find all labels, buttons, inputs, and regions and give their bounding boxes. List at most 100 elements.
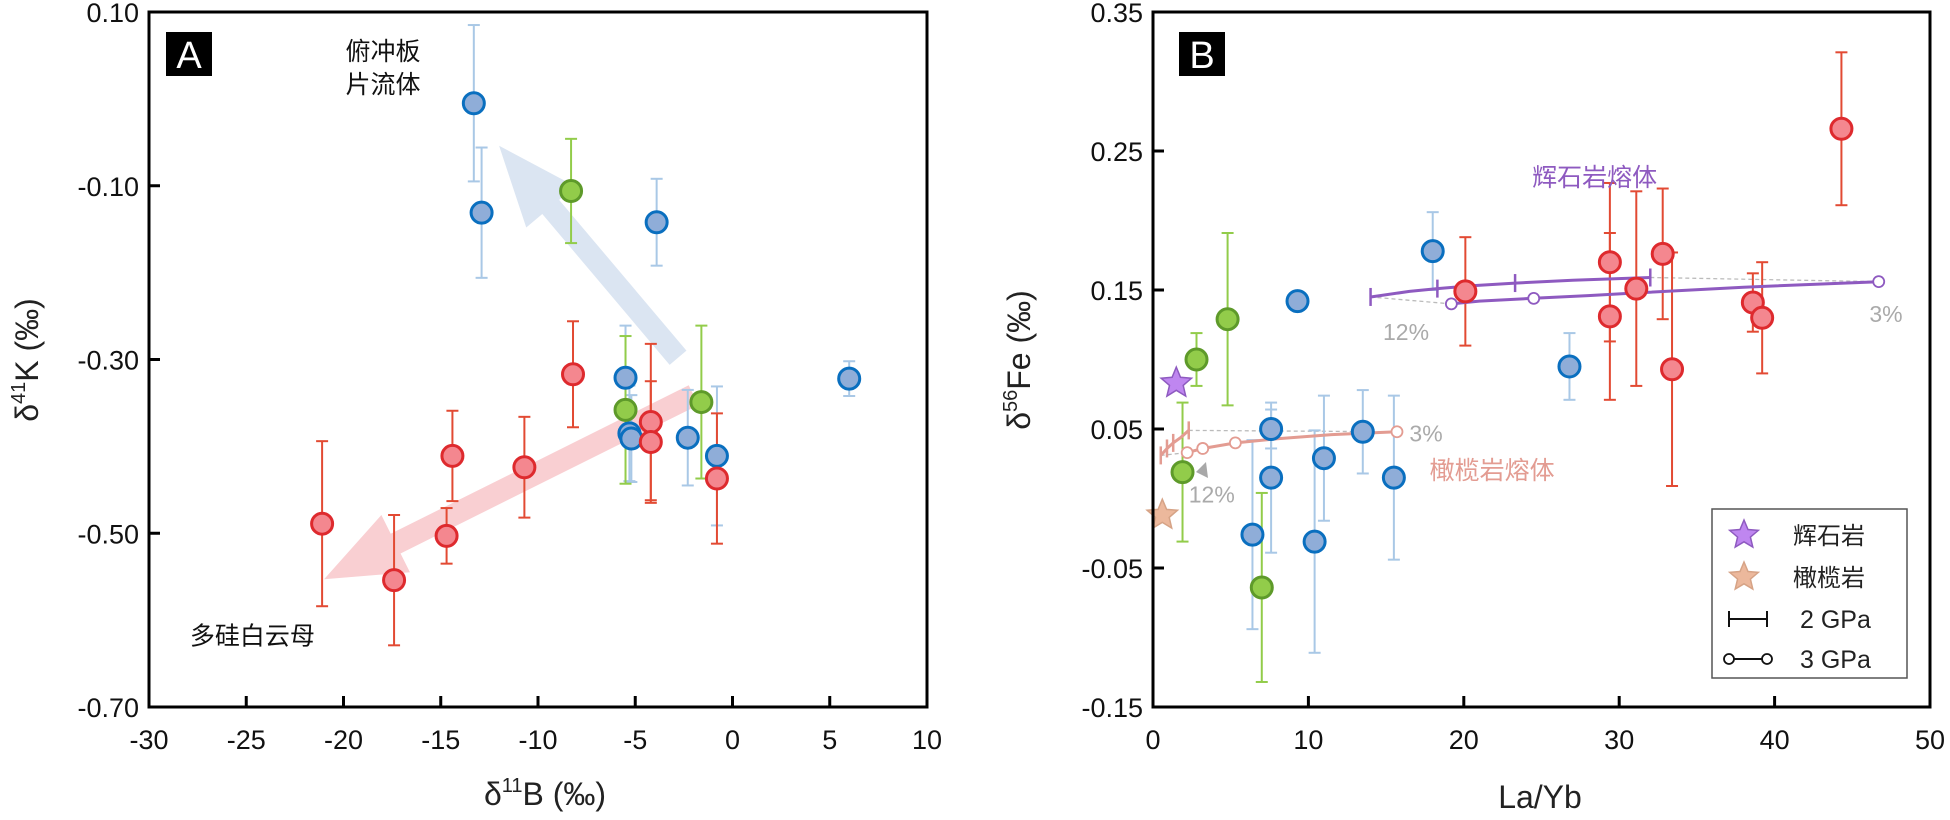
y-tick-label: 0.05	[1090, 415, 1143, 445]
panel-letter-box-a	[166, 32, 212, 76]
data-point-red	[1660, 357, 1685, 382]
y-tick-label: 0.15	[1090, 276, 1143, 306]
data-point-red	[704, 466, 729, 491]
slab-fluid-label-line2: 片流体	[345, 70, 420, 99]
data-point-blue	[1381, 465, 1406, 490]
x-tick-label: 0	[1145, 725, 1160, 755]
dashed-link	[1650, 276, 1879, 283]
pyroxenite-melt-3gpa-circle-marker	[1872, 275, 1886, 289]
pyroxenite-melt-3gpa	[1451, 280, 1879, 306]
data-point-green	[689, 390, 714, 415]
y-tick-label: 0.35	[1090, 0, 1143, 28]
x-tick-label: -25	[227, 725, 266, 755]
x-axis-b: 0 10 20 30 40 50	[1145, 696, 1945, 755]
data-point-blue	[675, 425, 700, 450]
x-tick-label: 30	[1604, 725, 1634, 755]
y-tick-label: -0.50	[77, 519, 139, 549]
y-axis-a: 0.10 -0.10 -0.30 -0.50 -0.70	[77, 0, 160, 723]
peridotite-melt-3gpa-circle-marker	[1228, 436, 1242, 450]
slab-fluid-label-line1: 俯冲板	[345, 37, 420, 66]
data-point-red	[561, 362, 586, 387]
x-axis-title-b: La/Yb	[1498, 779, 1582, 815]
y-axis-b: 0.35 0.25 0.15 0.05 -0.05 -0.15	[1081, 0, 1164, 723]
data-point-blue	[469, 200, 494, 225]
panel-letter-box-b	[1179, 32, 1225, 76]
x-tick-label: 10	[912, 725, 942, 755]
legend-star-peridotite-icon	[1727, 560, 1761, 591]
peridotite-melt-label: 橄榄岩熔体	[1430, 456, 1555, 485]
data-point-red	[1750, 305, 1775, 330]
data-point-blue	[1311, 446, 1336, 471]
data-point-red	[638, 410, 663, 435]
legend-label: 3 GPa	[1800, 646, 1871, 674]
data-point-red	[434, 523, 459, 548]
legend-label: 橄榄岩	[1793, 564, 1865, 592]
x-tick-label: 0	[725, 725, 740, 755]
dashed-link	[1370, 296, 1452, 305]
data-point-red	[310, 511, 335, 536]
x-tick-label: -30	[129, 725, 168, 755]
arrows-layer	[324, 145, 699, 580]
data-point-blue	[461, 91, 486, 116]
legend-3gpa-circle-icon	[1723, 653, 1735, 665]
data-point-green	[1170, 460, 1195, 485]
data-point-red	[1650, 241, 1675, 266]
slab-fluid-arrow	[499, 145, 687, 365]
y-tick-label: 0.25	[1090, 137, 1143, 167]
x-tick-label: -10	[518, 725, 557, 755]
phengite-arrow	[324, 385, 699, 580]
data-point-blue	[1285, 289, 1310, 314]
data-point-blue	[613, 365, 638, 390]
data-point-blue	[1302, 529, 1327, 554]
y-tick-label: -0.15	[1081, 693, 1143, 723]
data-point-green	[1184, 347, 1209, 372]
pct-12-peridotite: 12%	[1189, 482, 1235, 508]
data-point-red	[440, 443, 465, 468]
pct-12-pyroxenite: 12%	[1383, 319, 1429, 345]
points-layer	[1170, 116, 1854, 600]
grey-pointer-arrow	[1196, 462, 1208, 478]
data-point-green	[559, 178, 584, 203]
data-point-red	[1624, 276, 1649, 301]
data-point-green	[613, 397, 638, 422]
peridotite-melt-3gpa-circle-marker	[1390, 425, 1404, 439]
data-point-red	[1829, 116, 1854, 141]
y-tick-label: -0.30	[77, 346, 139, 376]
x-tick-label: 20	[1449, 725, 1479, 755]
data-point-blue	[619, 426, 644, 451]
data-point-blue	[1240, 522, 1265, 547]
y-tick-label: -0.70	[77, 693, 139, 723]
data-point-red	[1597, 250, 1622, 275]
x-tick-label: -5	[623, 725, 647, 755]
phengite-label: 多硅白云母	[190, 621, 315, 650]
pyroxenite-melt-3gpa-circle-marker	[1527, 291, 1541, 305]
legend-star-pyroxenite-icon	[1727, 518, 1761, 549]
stars-layer	[1145, 365, 1208, 530]
x-tick-label: -20	[324, 725, 363, 755]
data-point-green	[1215, 307, 1240, 332]
data-point-red	[382, 568, 407, 593]
data-point-blue	[1420, 239, 1445, 264]
x-tick-label: 10	[1293, 725, 1323, 755]
data-point-blue	[644, 210, 669, 235]
y-axis-title-b: δ56Fe (‰)	[1000, 290, 1037, 430]
points-layer	[310, 91, 862, 593]
plot-frame-b	[1151, 10, 1932, 709]
data-point-blue	[704, 443, 729, 468]
y-tick-label: -0.10	[77, 172, 139, 202]
x-axis-title-a: δ11B (‰)	[484, 775, 606, 812]
x-tick-label: 40	[1760, 725, 1790, 755]
pct-3-pyroxenite: 3%	[1869, 301, 1902, 327]
pct-3-peridotite: 3%	[1409, 421, 1442, 447]
y-axis-title-a: δ41K (‰)	[8, 298, 45, 422]
x-tick-label: 50	[1915, 725, 1945, 755]
data-point-blue	[1259, 417, 1284, 441]
legend-label: 2 GPa	[1800, 606, 1871, 634]
legend-label: 辉石岩	[1793, 522, 1865, 550]
